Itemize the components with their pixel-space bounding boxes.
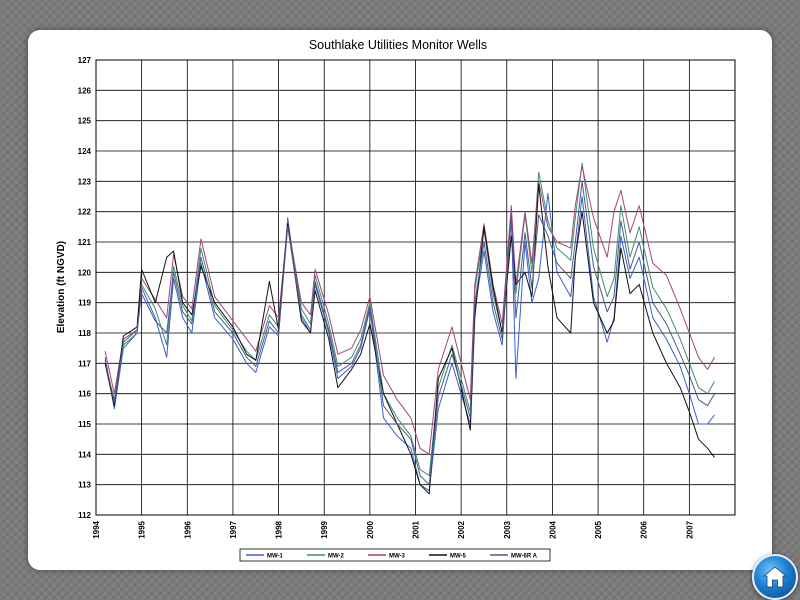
y-tick-labels: 112 113 114 115 116 117 118 119 120 121 122 123 124 1…: [78, 56, 92, 520]
chart-title: Southlake Utilities Monitor Wells: [309, 38, 487, 52]
y-tick-label: 127: [78, 56, 92, 65]
x-tick-label: 2005: [594, 520, 603, 538]
y-tick-label: 121: [78, 238, 92, 247]
legend-entry: MW-6R A: [511, 554, 538, 560]
legend-entry: MW-2: [328, 554, 345, 560]
x-tick-label: 1995: [138, 520, 147, 538]
home-button[interactable]: [752, 554, 798, 600]
slide-panel: Southlake Utilities Monitor Wells 112 113…: [28, 30, 772, 570]
x-tick-label: 1994: [92, 520, 101, 538]
x-tick-label: 2003: [503, 520, 512, 538]
x-tick-label: 1998: [275, 520, 284, 538]
y-tick-label: 114: [78, 450, 91, 459]
y-axis-label: Elevation (ft NGVD): [56, 241, 67, 333]
x-tick-label: 2006: [640, 520, 649, 538]
y-tick-label: 112: [78, 511, 91, 520]
series-line: [104, 180, 715, 486]
x-tick-label: 1999: [320, 520, 329, 538]
legend-entry: MW-1: [267, 554, 284, 560]
legend: MW-1 MW-2 MW-3 MW-5 MW-6R A: [239, 548, 551, 562]
series-line: [104, 165, 715, 455]
line-chart: Southlake Utilities Monitor Wells 112 113…: [56, 38, 736, 562]
y-tick-label: 126: [78, 86, 92, 95]
y-tick-label: 122: [78, 208, 92, 217]
x-tick-labels: 1994 1995 1996 1997 1998 1999 2000 2001 2002 2003…: [92, 520, 694, 538]
series-lines: [104, 162, 715, 495]
x-tick-label: 2007: [685, 520, 694, 538]
y-tick-label: 124: [78, 147, 92, 156]
y-tick-label: 118: [78, 329, 91, 338]
y-tick-label: 125: [78, 117, 92, 126]
y-tick-label: 117: [78, 359, 91, 368]
y-tick-label: 113: [78, 481, 91, 490]
x-tick-label: 2002: [457, 520, 466, 538]
x-tick-label: 2004: [548, 520, 557, 538]
x-tick-label: 2000: [366, 520, 375, 538]
x-tick-label: 1996: [183, 520, 192, 538]
gridlines: [95, 59, 735, 516]
y-tick-label: 119: [78, 299, 91, 308]
x-tick-label: 2001: [412, 520, 421, 538]
x-tick-label: 1997: [229, 520, 238, 538]
y-tick-label: 123: [78, 177, 92, 186]
legend-entry: MW-3: [389, 554, 406, 560]
home-icon: [762, 566, 788, 588]
y-tick-label: 115: [78, 420, 91, 429]
y-tick-label: 120: [78, 268, 92, 277]
legend-entry: MW-5: [450, 554, 467, 560]
y-tick-label: 116: [78, 390, 91, 399]
legend-box: [239, 548, 551, 562]
